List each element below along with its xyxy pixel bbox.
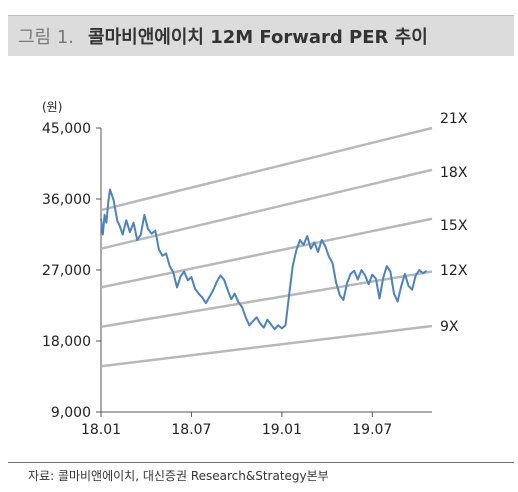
band-labels: 21X 18X 15X 12X 9X [440,111,468,335]
y-tick-label: 18,000 [42,334,91,350]
y-tick-label: 27,000 [42,263,91,279]
figure-number: 그림 1. [18,27,75,48]
figure-title: 콜마비앤에이치 12M Forward PER 추이 [88,27,428,48]
band-line-9x [100,324,433,368]
price-series [100,188,428,331]
price-line [100,188,428,331]
band-label-18x: 18X [440,165,468,181]
x-tick-label: 19.01 [262,422,302,438]
figure-title-bar: 그림 1. 콜마비앤에이치 12M Forward PER 추이 [8,16,514,56]
band-label-9x: 9X [440,319,459,335]
band-line-15x [100,217,433,289]
x-tick-label: 19.07 [352,422,392,438]
x-axis: 18.01 18.07 19.01 19.07 [81,411,432,438]
x-tick-label: 18.07 [171,422,211,438]
band-line-18x [100,168,433,250]
band-label-15x: 15X [440,218,468,234]
top-rule [8,15,514,16]
y-axis: 45,000 36,000 27,000 18,000 9,000 [42,121,102,421]
bottom-rule [8,462,514,463]
per-band-lines [100,126,433,368]
band-label-12x: 12X [440,263,468,279]
y-unit-label: (원) [42,100,62,114]
y-tick-label: 36,000 [42,192,91,208]
band-label-21x: 21X [440,111,468,127]
x-tick-label: 18.01 [81,422,121,438]
y-tick-label: 9,000 [51,405,91,421]
band-line-21x [100,126,433,212]
source-note: 자료: 콜마비앤에이치, 대신증권 Research&Strategy본부 [28,469,329,483]
y-tick-label: 45,000 [42,121,91,137]
